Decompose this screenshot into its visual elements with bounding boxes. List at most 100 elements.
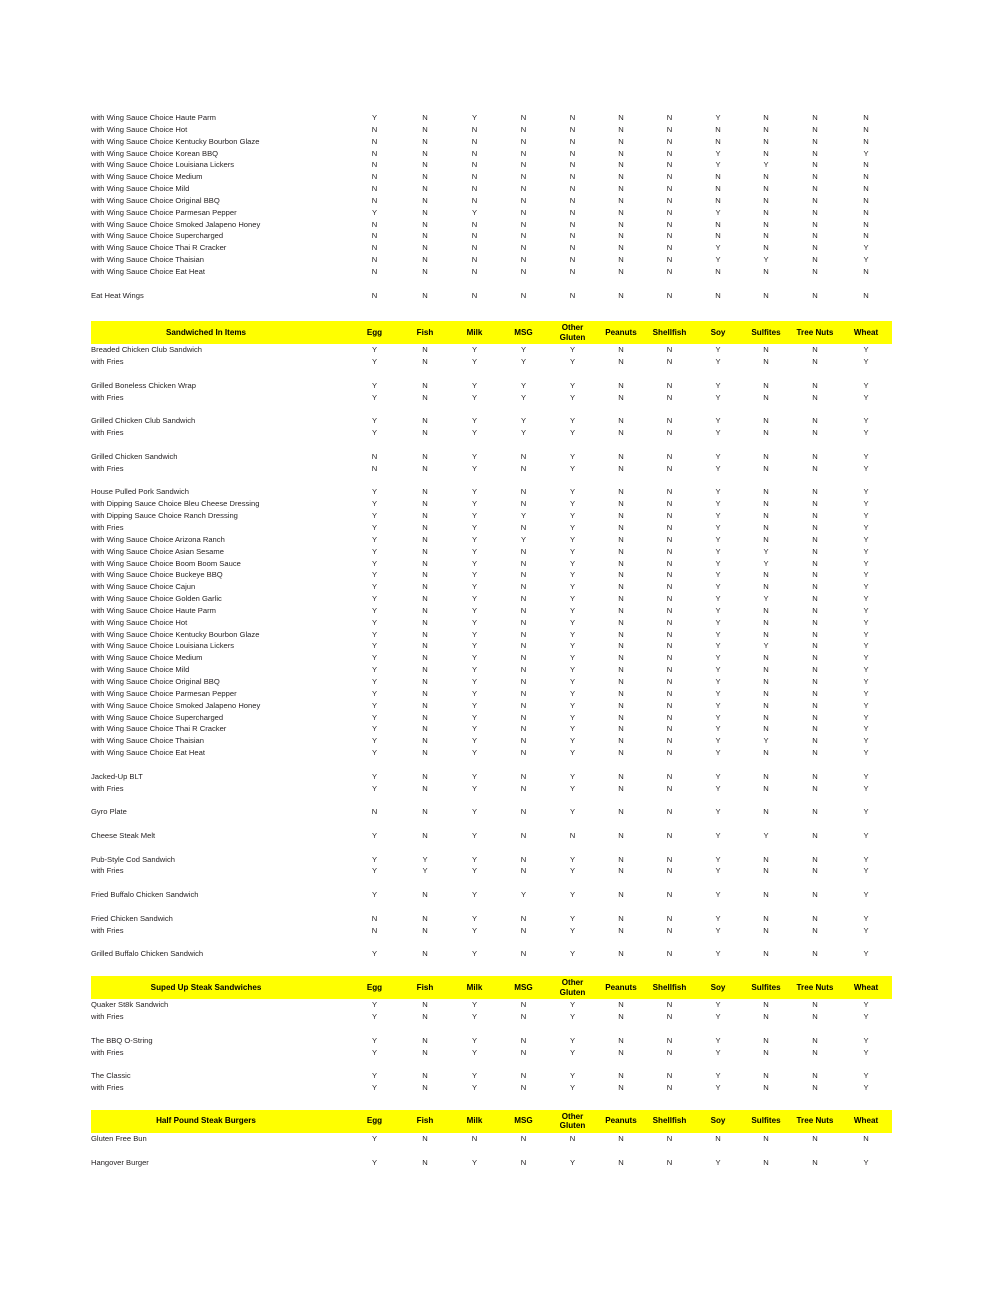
- allergen-value-peanuts: N: [618, 345, 624, 355]
- allergen-value-shellfish: N: [666, 231, 673, 241]
- allergen-value-sulfites: N: [763, 1071, 769, 1081]
- allergen-value-peanuts: N: [618, 700, 624, 710]
- allergen-value-fish: N: [422, 736, 428, 746]
- allergen-value-sulfites: Y: [763, 160, 769, 170]
- allergen-value-egg: Y: [371, 605, 378, 615]
- allergen-value-egg: N: [371, 243, 378, 253]
- allergen-value-egg: Y: [371, 499, 378, 509]
- menu-item-name: Gluten Free Bun: [91, 1133, 147, 1143]
- column-header-sulfites: Sulfites: [742, 976, 790, 1000]
- menu-item-name: Eat Heat Wings: [91, 290, 144, 300]
- allergen-value-shellfish: N: [666, 184, 673, 194]
- allergen-value-shellfish: N: [666, 582, 673, 592]
- allergen-value-milk: Y: [471, 712, 478, 722]
- spacer-row: [91, 1102, 892, 1110]
- allergen-value-shellfish: N: [666, 266, 673, 276]
- allergen-value-soy: Y: [715, 807, 721, 817]
- allergen-value-peanuts: N: [618, 913, 624, 923]
- allergen-value-egg: Y: [371, 949, 378, 959]
- allergen-value-soy: Y: [715, 546, 721, 556]
- allergen-value-sulfites: N: [763, 890, 769, 900]
- allergen-value-milk: Y: [471, 463, 478, 473]
- allergen-value-msg: N: [520, 866, 527, 876]
- spacer-row: [91, 901, 892, 913]
- allergen-value-egg: Y: [371, 629, 378, 639]
- menu-item-name: with Wing Sauce Choice Supercharged: [91, 231, 224, 241]
- table-row: Jacked-Up BLT Y N Y N Y N N Y N N Y: [91, 771, 892, 783]
- allergen-value-shellfish: N: [666, 866, 673, 876]
- allergen-value-msg: N: [520, 582, 527, 592]
- allergen-value-sulfites: N: [763, 184, 769, 194]
- allergen-value-soy: Y: [715, 617, 721, 627]
- allergen-value-egg: Y: [371, 783, 378, 793]
- allergen-value-other-gluten: Y: [569, 617, 576, 627]
- allergen-value-tree-nuts: N: [812, 582, 818, 592]
- allergen-value-peanuts: N: [618, 160, 624, 170]
- allergen-value-wheat: N: [863, 172, 869, 182]
- allergen-value-peanuts: N: [618, 255, 624, 265]
- allergen-value-soy: Y: [715, 428, 721, 438]
- allergen-value-peanuts: N: [618, 487, 624, 497]
- allergen-value-peanuts: N: [618, 113, 624, 122]
- allergen-value-tree-nuts: N: [812, 866, 818, 876]
- allergen-value-peanuts: N: [618, 570, 624, 580]
- allergen-value-tree-nuts: N: [812, 416, 818, 426]
- allergen-value-msg: N: [520, 676, 527, 686]
- table-row: with Wing Sauce Choice Golden Garlic Y N Y N…: [91, 593, 892, 605]
- table-row: with Wing Sauce Choice Asian Sesame Y N Y N Y…: [91, 546, 892, 558]
- spacer-row: [91, 1023, 892, 1035]
- section-title: Suped Up Steak Sandwiches: [91, 976, 349, 1000]
- allergen-value-wheat: Y: [863, 148, 869, 158]
- spacer-row: [91, 759, 892, 771]
- allergen-value-egg: Y: [371, 487, 378, 497]
- allergen-value-peanuts: N: [618, 357, 624, 367]
- allergen-value-milk: Y: [471, 783, 478, 793]
- allergen-value-other-gluten: Y: [569, 854, 576, 864]
- allergen-value-shellfish: N: [666, 1133, 673, 1143]
- allergen-value-sulfites: N: [763, 219, 769, 229]
- spacer-row: [91, 968, 892, 976]
- menu-item-name: with Wing Sauce Choice Thaisian: [91, 736, 204, 746]
- allergen-value-wheat: Y: [863, 546, 869, 556]
- allergen-value-soy: Y: [715, 207, 721, 217]
- table-row: with Fries Y Y Y N Y N N Y N N Y: [91, 865, 892, 877]
- allergen-value-msg: Y: [520, 357, 527, 367]
- allergen-value-wheat: Y: [863, 416, 869, 426]
- allergen-value-fish: N: [422, 605, 428, 615]
- allergen-value-wheat: N: [863, 266, 869, 276]
- allergen-value-fish: N: [422, 428, 428, 438]
- allergen-value-soy: Y: [715, 676, 721, 686]
- menu-item-name: with Wing Sauce Choice Thai R Cracker: [91, 724, 227, 734]
- allergen-value-soy: N: [715, 136, 721, 146]
- allergen-value-egg: Y: [371, 641, 378, 651]
- menu-item-name: with Wing Sauce Choice Hot: [91, 124, 188, 134]
- column-header-shellfish: Shellfish: [645, 976, 694, 1000]
- allergen-value-fish: N: [422, 925, 428, 935]
- allergen-value-msg: N: [520, 570, 527, 580]
- allergen-value-fish: N: [422, 700, 428, 710]
- allergen-value-msg: N: [520, 736, 527, 746]
- allergen-value-soy: Y: [715, 866, 721, 876]
- allergen-value-peanuts: N: [618, 523, 624, 532]
- menu-item-name: Quaker St8k Sandwich: [91, 1000, 169, 1010]
- allergen-value-shellfish: N: [666, 925, 673, 935]
- allergen-value-milk: Y: [471, 665, 478, 675]
- allergen-value-milk: Y: [471, 748, 478, 758]
- menu-item-name: with Wing Sauce Choice Kentucky Bourbon …: [91, 629, 260, 639]
- allergen-value-tree-nuts: N: [812, 1071, 818, 1081]
- menu-item-name: with Fries: [91, 866, 124, 876]
- allergen-value-fish: N: [422, 499, 428, 509]
- allergen-value-milk: N: [471, 243, 478, 253]
- allergen-value-peanuts: N: [618, 172, 624, 182]
- column-header-wheat: Wheat: [840, 976, 892, 1000]
- allergen-value-other-gluten: N: [569, 148, 576, 158]
- allergen-value-tree-nuts: N: [812, 890, 818, 900]
- allergen-value-sulfites: N: [763, 700, 769, 710]
- menu-item-name: with Wing Sauce Choice Medium: [91, 172, 203, 182]
- allergen-value-peanuts: N: [618, 653, 624, 663]
- table-row: with Wing Sauce Choice Kentucky Bourbon …: [91, 136, 892, 148]
- allergen-value-soy: N: [715, 195, 721, 205]
- allergen-value-other-gluten: Y: [569, 487, 576, 497]
- allergen-value-peanuts: N: [618, 266, 624, 276]
- allergen-value-msg: N: [520, 1000, 527, 1010]
